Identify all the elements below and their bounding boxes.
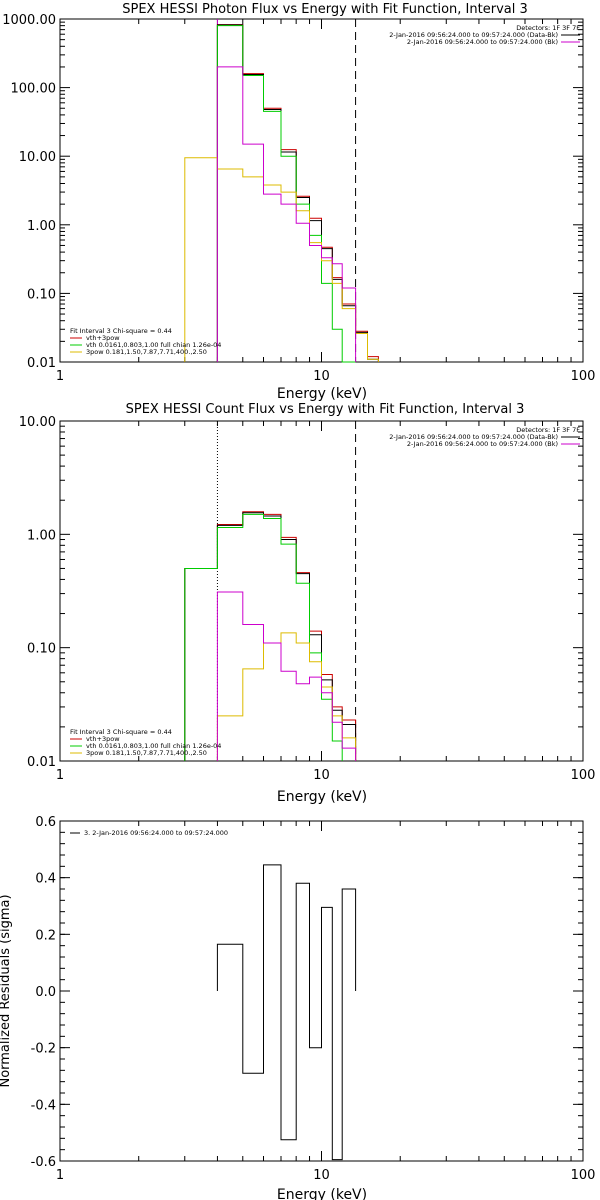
- x-tick-label: 100: [571, 1168, 596, 1183]
- x-tick-label: 1: [56, 768, 64, 783]
- y-tick-label: 1.00: [27, 528, 56, 543]
- interval-line-bk: 2-Jan-2016 09:56:24.000 to 09:57:24.000 …: [407, 440, 558, 448]
- y-tick-label: 0.0: [35, 985, 56, 1000]
- legend-entry: 3. 2-Jan-2016 09:56:24.000 to 09:57:24.0…: [84, 829, 228, 837]
- series-line: [184, 511, 357, 761]
- x-tick-label: 1: [56, 1168, 64, 1183]
- y-tick-label: 0.2: [35, 928, 56, 943]
- residuals-panel: 1 10 100 -0.6 -0.4 -0.2 0.0 0.2 0.4 0.6 Energy (k…: [0, 815, 595, 1200]
- y-tick-label: -0.2: [31, 1042, 56, 1057]
- series-line: [216, 24, 379, 362]
- y-tick-label: 1000.00: [2, 13, 56, 28]
- series-line: [216, 66, 357, 362]
- series-line: [216, 591, 357, 761]
- y-tick-label: 0.6: [35, 815, 56, 830]
- plot-frame: [59, 420, 584, 762]
- axis-ticks: 1 10 100 -0.6 -0.4 -0.2 0.0 0.2 0.4 0.6: [31, 815, 596, 1183]
- fit-legend: Fit Interval 3 Chi-square = 0.44 vth+3po…: [70, 728, 221, 757]
- count-flux-panel: SPEX HESSI Count Flux vs Energy with Fit…: [19, 402, 596, 805]
- x-tick-label: 100: [571, 768, 596, 783]
- axis-ticks: 1 10 100 0.01 0.10 1.00 10.00 100.00 1000.00: [2, 13, 595, 384]
- y-tick-label: 10.00: [19, 150, 56, 165]
- series-line: [216, 24, 379, 362]
- fit-legend-item: vth 0.0161,0.803,1.00 full chian 1.26e-0…: [86, 742, 221, 750]
- panel-title: SPEX HESSI Count Flux vs Energy with Fit…: [126, 402, 525, 417]
- plot-frame: [59, 18, 584, 363]
- x-axis-label: Energy (keV): [277, 1187, 367, 1200]
- info-block: Detectors: 1F 3F 7F 2-Jan-2016 09:56:24.…: [389, 426, 580, 448]
- panel-title: SPEX HESSI Photon Flux vs Energy with Fi…: [122, 2, 528, 17]
- spectrum-lines: [184, 511, 357, 761]
- series-line: [216, 632, 357, 761]
- fit-legend-header: Fit Interval 3 Chi-square = 0.44: [70, 728, 172, 736]
- detectors-label: Detectors: 1F 3F 7F: [516, 426, 580, 434]
- y-tick-label: 100.00: [11, 82, 57, 97]
- x-axis-label: Energy (keV): [277, 789, 367, 805]
- fit-legend-header: Fit Interval 3 Chi-square = 0.44: [70, 327, 172, 335]
- x-tick-label: 10: [313, 768, 330, 783]
- y-tick-label: 1.00: [27, 219, 56, 234]
- x-tick-label: 10: [313, 369, 330, 384]
- fit-legend-item: vth 0.0161,0.803,1.00 full chian 1.26e-0…: [86, 341, 221, 349]
- y-tick-label: 0.01: [27, 356, 56, 371]
- fit-legend-item: vth+3pow: [86, 735, 120, 743]
- residual-steps: [216, 864, 357, 1161]
- y-tick-label: -0.6: [31, 1155, 56, 1170]
- fit-legend-item: 3pow 0.181,1.50,7.87,7.71,400.,2.50: [86, 749, 207, 757]
- fit-legend-item: 3pow 0.181,1.50,7.87,7.71,400.,2.50: [86, 348, 207, 356]
- fit-legend-item: vth+3pow: [86, 334, 120, 342]
- x-tick-label: 1: [56, 369, 64, 384]
- y-axis-label: Normalized Residuals (sigma): [0, 894, 13, 1087]
- interval-line-bk: 2-Jan-2016 09:56:24.000 to 09:57:24.000 …: [407, 38, 558, 46]
- series-line: [184, 157, 379, 362]
- y-tick-label: 0.4: [35, 872, 56, 887]
- series-line: [184, 513, 343, 761]
- fit-legend: Fit Interval 3 Chi-square = 0.44 vth+3po…: [70, 327, 221, 356]
- vertical-markers: [216, 421, 357, 761]
- detectors-label: Detectors: 1F 3F 7F: [516, 24, 580, 32]
- series-line: [216, 864, 357, 1161]
- axis-ticks: 1 10 100 0.01 0.10 1.00 10.00: [19, 415, 596, 783]
- x-tick-label: 100: [571, 369, 596, 384]
- spectrum-lines: [184, 24, 379, 363]
- y-tick-label: 0.10: [27, 642, 56, 657]
- y-tick-label: 10.00: [19, 415, 56, 430]
- series-line: [184, 512, 357, 761]
- y-tick-label: -0.4: [31, 1098, 56, 1113]
- y-tick-label: 0.01: [27, 755, 56, 770]
- y-tick-label: 0.10: [27, 287, 56, 302]
- x-tick-label: 10: [313, 1168, 330, 1183]
- x-axis-label: Energy (keV): [277, 386, 367, 402]
- vertical-markers: [216, 19, 357, 362]
- interval-line-data: 2-Jan-2016 09:56:24.000 to 09:57:24.000 …: [389, 433, 558, 441]
- series-line: [216, 25, 356, 363]
- interval-line-data: 2-Jan-2016 09:56:24.000 to 09:57:24.000 …: [389, 31, 558, 39]
- info-block: Detectors: 1F 3F 7F 2-Jan-2016 09:56:24.…: [389, 24, 580, 46]
- photon-flux-panel: SPEX HESSI Photon Flux vs Energy with Fi…: [2, 2, 595, 402]
